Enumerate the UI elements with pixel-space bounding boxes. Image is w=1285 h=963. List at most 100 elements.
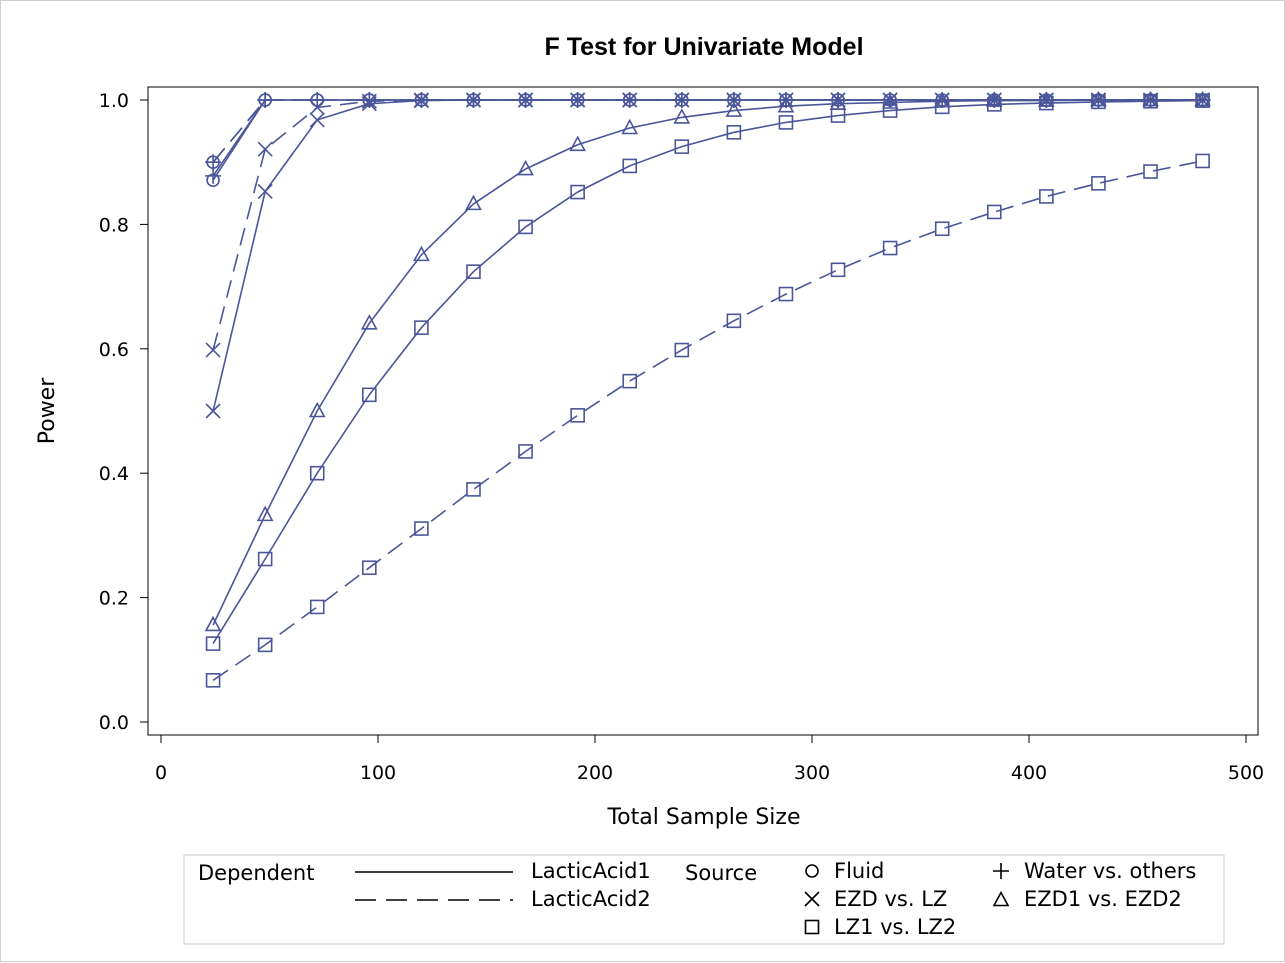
data-point-square — [257, 637, 273, 653]
chart-title: F Test for Univariate Model — [544, 33, 863, 61]
data-point-plus — [205, 154, 222, 171]
data-point-square — [570, 408, 585, 423]
data-point-square — [362, 560, 377, 576]
series-line-lacticacid1-lz1-vs-lz2 — [212, 99, 1203, 645]
data-point-x — [517, 92, 534, 108]
data-point-x — [570, 92, 586, 108]
series-line-lacticacid1-ezd1-vs-ezd2 — [212, 99, 1203, 626]
data-point-square — [309, 599, 325, 615]
data-point-square — [778, 286, 794, 302]
data-point-square — [466, 482, 481, 497]
data-point-x — [309, 112, 325, 128]
data-point-square — [205, 673, 221, 688]
legend-entry-water-vs-others: Water vs. others — [1024, 859, 1196, 883]
data-point-triangle — [725, 101, 743, 117]
data-point-x — [205, 403, 221, 419]
series-lacticacid2-ezd-vs-lz — [205, 92, 1211, 358]
legend-entry-ezd-vs-lz: EZD vs. LZ — [834, 887, 947, 911]
y-tick-label: 0.2 — [99, 588, 129, 610]
legend-x-marker — [804, 891, 820, 907]
series-line-lacticacid2-water-vs-others — [212, 99, 1203, 163]
data-point-square — [934, 221, 950, 237]
x-tick-label: 400 — [1011, 762, 1047, 784]
data-point-square — [466, 264, 481, 279]
data-point-triangle — [621, 118, 639, 135]
series-line-lacticacid1-ezd-vs-lz — [212, 99, 1203, 412]
legend-dependent-title: Dependent — [198, 861, 314, 885]
data-point-square — [1143, 164, 1158, 179]
data-point-x — [622, 92, 638, 108]
legend-entry-fluid: Fluid — [834, 859, 884, 883]
y-tick-label: 0.0 — [99, 712, 129, 734]
data-point-triangle — [413, 245, 430, 262]
data-point-square — [205, 636, 221, 651]
circle-icon — [805, 864, 819, 878]
data-point-x — [309, 99, 325, 116]
y-tick-label: 0.4 — [99, 463, 129, 485]
square-icon — [804, 919, 820, 935]
data-point-square — [934, 99, 950, 115]
data-point-square — [830, 108, 846, 123]
x-tick-label: 200 — [577, 762, 613, 784]
data-point-square — [362, 387, 377, 403]
data-point-square — [778, 115, 794, 130]
data-point-triangle — [673, 108, 691, 124]
data-point-square — [882, 103, 898, 118]
y-tick-label: 0.6 — [99, 339, 129, 361]
data-point-triangle — [204, 615, 222, 632]
data-point-triangle — [881, 93, 899, 109]
legend-entry-lacticacid1: LacticAcid1 — [531, 859, 651, 883]
data-point-triangle — [1038, 91, 1055, 107]
data-point-triangle — [360, 314, 378, 330]
data-point-x — [361, 96, 377, 112]
data-point-triangle — [1142, 90, 1159, 107]
x-tick-label: 0 — [155, 762, 167, 784]
data-point-plus — [205, 167, 222, 184]
legend-entry-lz1-vs-lz2: LZ1 vs. LZ2 — [834, 915, 956, 939]
data-point-square — [1091, 176, 1106, 191]
data-point-x — [257, 141, 273, 157]
x-axis: 0 100 200 300 400 500 — [155, 734, 1264, 784]
data-point-triangle — [985, 91, 1003, 107]
data-point-x — [413, 92, 429, 108]
series-line-lacticacid1-water-vs-others — [212, 99, 1203, 177]
data-point-triangle — [1194, 90, 1211, 107]
data-point-square — [622, 373, 638, 389]
data-point-square — [570, 184, 585, 200]
legend: Dependent LacticAcid1 LacticAcid2 Source… — [183, 854, 1225, 945]
data-point-square — [986, 97, 1002, 112]
data-point-square — [674, 139, 690, 154]
legend-entry-ezd1-vs-ezd2: EZD1 vs. EZD2 — [1024, 887, 1182, 911]
data-point-triangle — [256, 505, 274, 522]
data-point-square — [414, 320, 429, 335]
data-point-square — [830, 262, 846, 278]
data-point-square — [518, 444, 533, 459]
data-point-plus — [309, 92, 326, 108]
series-lacticacid2-water-vs-others — [205, 92, 1211, 171]
y-tick-label: 1.0 — [99, 90, 129, 112]
data-point-square — [674, 342, 690, 358]
data-point-square — [1195, 153, 1210, 169]
series-lacticacid1-lz1-vs-lz2 — [205, 93, 1210, 651]
legend-plus-marker — [993, 863, 1009, 879]
series-line-lacticacid2-lz1-vs-lz2 — [212, 160, 1203, 681]
data-point-x — [361, 93, 377, 109]
data-point-plus — [257, 92, 274, 108]
data-point-triangle — [569, 135, 586, 152]
y-axis-label: Power — [35, 377, 60, 444]
triangle-icon — [992, 890, 1010, 907]
data-point-triangle — [465, 194, 482, 211]
data-point-square — [1039, 189, 1054, 204]
data-point-x — [674, 92, 690, 108]
data-point-square — [726, 313, 742, 329]
data-point-triangle — [1090, 90, 1107, 107]
data-point-square — [1195, 93, 1210, 108]
y-axis: 0.0 0.2 0.4 0.6 0.8 1.0 — [99, 90, 149, 734]
x-tick-label: 100 — [360, 762, 396, 784]
series-line-lacticacid2-fluid — [212, 99, 1203, 163]
series-lacticacid2-lz1-vs-lz2 — [205, 153, 1210, 688]
series-layer — [204, 90, 1211, 688]
data-point-triangle — [777, 97, 795, 113]
x-axis-label: Total Sample Size — [606, 805, 800, 830]
